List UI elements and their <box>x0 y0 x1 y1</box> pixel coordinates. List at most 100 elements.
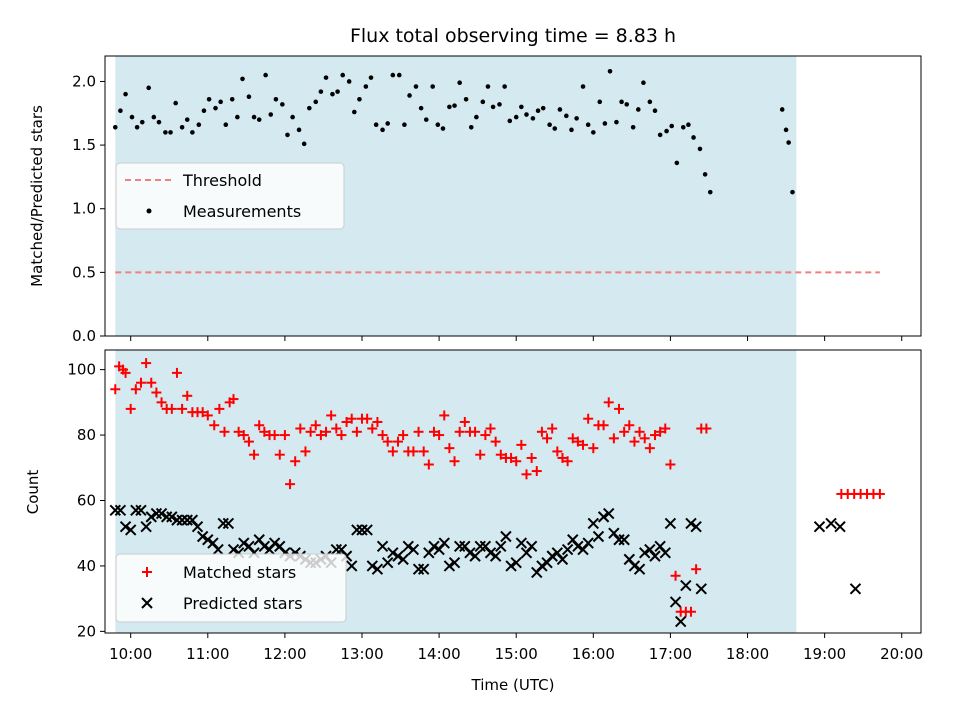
bottom-x-tick-label: 12:00 <box>263 645 306 663</box>
bottom-x-tick-label: 10:00 <box>109 645 152 663</box>
matched-legend-label: Matched stars <box>183 563 296 582</box>
bottom-y-tick-label: 80 <box>77 426 96 444</box>
matched-star-point <box>552 446 563 457</box>
measurement-point <box>513 114 519 120</box>
measurement-point <box>530 116 536 121</box>
matched-star-point <box>166 403 177 414</box>
measurement-point <box>179 124 185 130</box>
matched-star-point <box>290 456 301 467</box>
matched-star-point <box>254 420 265 431</box>
measurement-point <box>540 105 546 111</box>
measurement-point <box>686 122 691 128</box>
matched-star-point <box>655 426 666 437</box>
predicted-star-point <box>664 517 677 530</box>
matched-star-point <box>578 439 589 450</box>
predicted-star-point <box>366 560 378 572</box>
measurement-point <box>323 75 329 80</box>
measurement-point <box>163 130 168 135</box>
predicted-star-point <box>376 540 389 553</box>
predicted-star-point <box>500 530 512 543</box>
threshold-legend-label: Threshold <box>182 171 262 190</box>
measurement-point <box>256 117 262 122</box>
measurement-point <box>118 108 123 114</box>
measurement-point <box>290 114 295 120</box>
measurement-point <box>218 99 223 105</box>
matched-star-point <box>377 430 388 441</box>
measurement-point <box>373 122 379 128</box>
predicted-star-point <box>155 507 168 520</box>
measurement-point <box>263 72 268 78</box>
predicted-star-point <box>382 556 394 569</box>
measurement-point <box>346 79 352 84</box>
measurement-point <box>251 114 257 120</box>
predicted-star-point <box>351 524 363 536</box>
predicted-star-point <box>217 517 229 530</box>
predicted-star-point <box>402 540 414 553</box>
measurement-point <box>569 127 574 133</box>
measurement-point <box>380 127 385 133</box>
measurement-point <box>557 107 563 112</box>
measurement-point <box>156 119 162 125</box>
bottom-y-tick-label: 40 <box>77 557 96 575</box>
matched-star-point <box>562 456 573 467</box>
predicted-star-point <box>834 520 846 533</box>
matched-star-point <box>444 443 455 454</box>
matched-star-point <box>665 459 676 470</box>
bottom-x-tick-label: 17:00 <box>649 645 692 663</box>
predicted-star-point <box>603 507 615 520</box>
top-legend-box <box>115 162 345 230</box>
measurement-point <box>190 130 195 135</box>
bottom-panel-frame <box>104 349 922 634</box>
predicted-star-point <box>690 520 702 533</box>
matched-star-point <box>151 387 162 398</box>
measurement-point <box>296 127 302 133</box>
bottom-x-axis: 10:00 11:00 12:00 13:00 14:00 15:00 16:00 17:00… <box>109 633 923 663</box>
measurement-point <box>357 96 362 102</box>
matched-star-point <box>295 423 306 434</box>
matched-star-point <box>135 377 146 388</box>
measurement-point <box>340 72 346 78</box>
predicted-star-point <box>618 534 630 546</box>
predicted-star-point <box>597 511 610 523</box>
matched-star-point <box>321 426 332 437</box>
matched-star-point <box>177 403 188 414</box>
measurement-point <box>146 85 151 91</box>
matched-legend-swatch <box>142 567 152 577</box>
predicted-star-point <box>171 514 183 526</box>
predicted-star-point <box>268 537 281 549</box>
measurement-point <box>246 94 252 100</box>
measurement-point <box>490 104 496 110</box>
measurement-point <box>447 104 452 110</box>
top-y-axis: 0.0 0.5 1.0 1.5 2.0 <box>72 72 105 345</box>
measurement-point <box>641 80 646 86</box>
predicted-star-point <box>397 553 409 566</box>
predicted-star-point <box>453 540 466 553</box>
predicted-star-point <box>119 520 132 533</box>
matched-star-point <box>516 439 527 450</box>
measurement-point <box>564 113 569 119</box>
predicted-star-point <box>222 517 235 530</box>
top-y-tick-label: 1.5 <box>72 136 96 154</box>
matched-star-point <box>608 433 619 444</box>
predicted-star-point <box>196 530 209 543</box>
measurement-point <box>363 84 369 89</box>
top-legend: Threshold Measurements <box>115 162 345 230</box>
measurement-point <box>112 124 118 130</box>
measurement-point <box>552 126 558 131</box>
measurement-point <box>206 96 212 102</box>
measurement-point <box>674 160 680 166</box>
matched-star-point <box>423 459 434 470</box>
measurement-point <box>273 96 279 102</box>
predicted-star-point <box>258 540 271 553</box>
predicted-star-point <box>515 537 528 549</box>
measurement-point <box>607 68 613 74</box>
matched-star-point <box>428 426 439 437</box>
measurement-point <box>524 112 529 117</box>
predicted-star-point <box>392 550 404 562</box>
measurement-point <box>535 108 541 114</box>
matched-star-point <box>685 606 696 617</box>
measurement-point <box>235 114 240 120</box>
predicted-star-point <box>680 579 692 592</box>
matched-star-point <box>874 488 885 499</box>
matched-star-point <box>603 397 614 408</box>
